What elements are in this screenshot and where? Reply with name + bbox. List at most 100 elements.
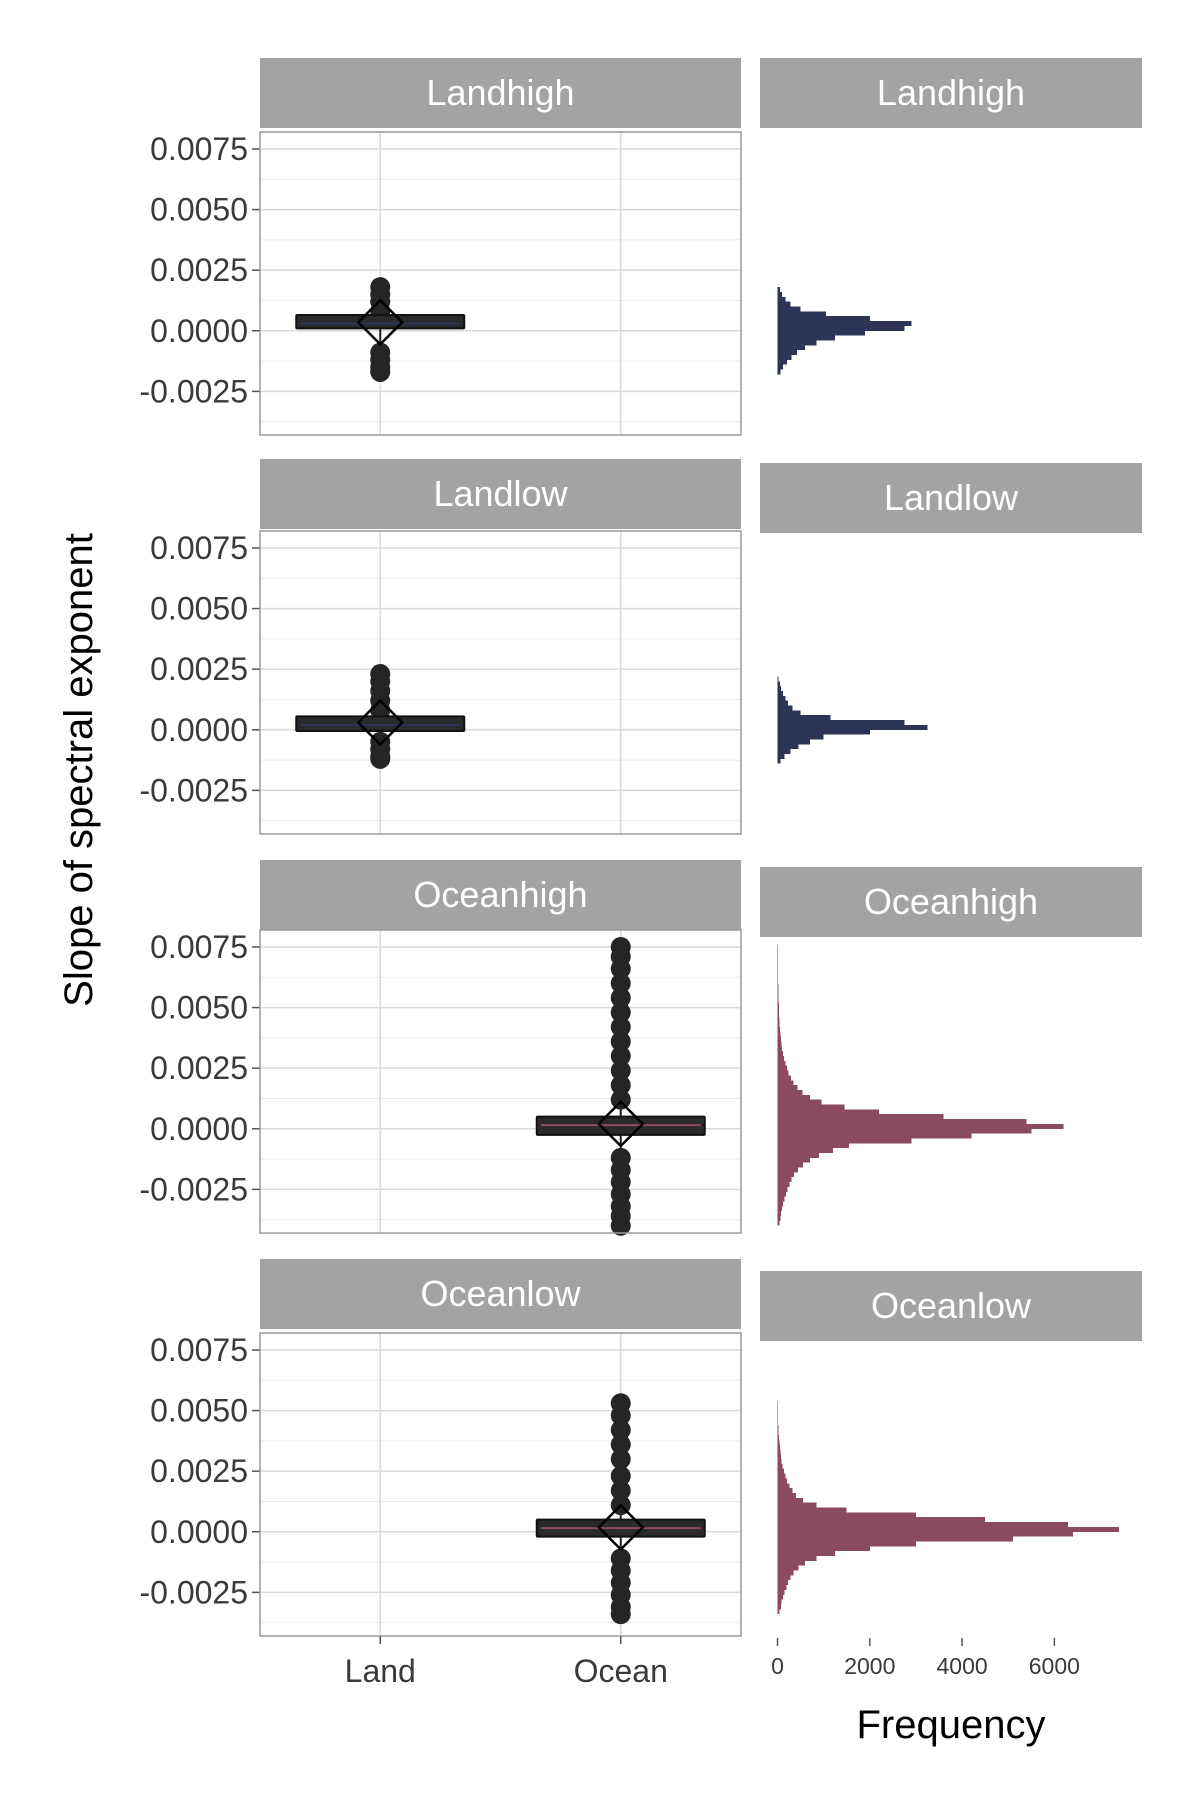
strip-label-left: Landlow — [433, 473, 568, 514]
boxplot-panel-background — [260, 132, 741, 435]
x-category-label: Ocean — [574, 1653, 668, 1689]
boxplot-panel-background — [260, 930, 741, 1233]
outlier-point — [370, 277, 391, 298]
histogram-bar — [777, 1546, 870, 1552]
histogram-bar — [777, 1220, 780, 1226]
histogram-bar — [777, 1148, 833, 1154]
histogram-bar — [777, 355, 792, 360]
y-tick-label: 0.0000 — [150, 313, 248, 349]
histogram-bar — [777, 963, 779, 969]
histogram-bar — [777, 1109, 880, 1115]
histogram-bar — [777, 686, 782, 691]
histogram-bar — [777, 710, 801, 716]
histogram-bar — [777, 954, 779, 960]
strip-background-right — [760, 58, 1142, 128]
histogram-bar — [777, 1201, 784, 1207]
histogram-bar — [777, 1186, 788, 1192]
histogram-bar — [777, 978, 779, 984]
outlier-point — [610, 1466, 631, 1487]
histogram-bar — [777, 1429, 779, 1435]
y-tick-label: 0.0050 — [150, 192, 248, 228]
histogram-bar — [777, 997, 779, 1003]
histogram-bar — [777, 1080, 794, 1086]
histogram-bar — [777, 1565, 799, 1571]
outlier-point — [610, 1393, 631, 1414]
histogram-bar — [777, 734, 824, 740]
histogram-bar — [777, 1400, 779, 1406]
histogram-bar — [777, 296, 786, 302]
histogram-bar — [777, 1604, 781, 1610]
axes-layer: 0.0075 0.0050 0.0025 0.0000 -0.0025 0.0075 0.0… — [139, 131, 1079, 1689]
histogram-bar — [777, 369, 781, 375]
histogram-bar — [777, 1182, 790, 1187]
histogram-bar — [777, 364, 784, 370]
frequency-tick-label: 4000 — [936, 1653, 987, 1679]
mean-diamond-marker — [596, 1100, 645, 1148]
outlier-point — [610, 1089, 631, 1110]
histogram-bar — [777, 729, 870, 735]
boxplot-panel-border — [259, 1332, 742, 1637]
outlier-point — [610, 987, 631, 1008]
histogram-bar — [777, 1002, 779, 1008]
strip-label-right: Oceanhigh — [864, 881, 1038, 922]
outlier-point — [370, 748, 391, 769]
histogram-bar — [777, 340, 817, 346]
histogram-bar — [777, 983, 779, 989]
histogram-bar — [777, 1094, 810, 1100]
histogram-bar — [777, 301, 791, 307]
histogram-bar — [777, 1133, 972, 1139]
histogram-bar — [777, 1099, 822, 1105]
histogram-bar — [777, 1468, 784, 1474]
histogram-bar — [777, 1541, 916, 1547]
outlier-point — [610, 1002, 631, 1023]
strip-background-left — [260, 58, 741, 128]
y-tick-label: 0.0000 — [150, 1111, 248, 1147]
histogram-bar — [777, 1517, 986, 1523]
histogram-bar — [777, 681, 780, 687]
histogram-bar — [777, 1075, 791, 1081]
outlier-point — [610, 1434, 631, 1455]
outlier-point — [610, 1075, 631, 1096]
histogram-bar — [777, 1560, 806, 1566]
histogram-bar — [777, 1492, 796, 1498]
histogram-bar — [777, 749, 791, 755]
histogram-bar — [777, 1191, 786, 1197]
histogram-bar — [777, 1026, 780, 1032]
histogram-bar — [777, 1439, 780, 1445]
histogram-bar — [777, 676, 779, 682]
histogram-bar — [777, 1507, 847, 1513]
histogram-bar — [777, 1143, 850, 1149]
y-tick-label: 0.0050 — [150, 591, 248, 627]
histogram-bar — [777, 1162, 803, 1168]
histogram-bar — [777, 1589, 785, 1595]
histogram-bar — [777, 1556, 817, 1561]
strip-background-left — [260, 459, 741, 529]
histogram-bar — [777, 1488, 793, 1493]
strip-label-left: Oceanlow — [420, 1273, 581, 1314]
histogram-bar — [777, 1463, 783, 1469]
strip-background-left — [260, 860, 741, 930]
histogram-bar — [777, 1410, 779, 1416]
histogram-bar — [777, 1420, 779, 1426]
mean-diamond-marker — [356, 698, 405, 747]
histogram-bar — [777, 690, 784, 696]
outlier-point — [370, 664, 391, 685]
histogram-bar — [777, 968, 779, 974]
histogram-bar — [777, 1575, 791, 1581]
histogram-bar — [777, 1206, 783, 1212]
outlier-point — [610, 1016, 631, 1037]
histogram-bar — [777, 1022, 780, 1027]
histogram-bar — [777, 1405, 779, 1411]
outlier-point — [610, 1419, 631, 1440]
histogram-bar — [777, 1060, 786, 1066]
histogram-bar — [777, 1415, 779, 1421]
histogram-bar — [777, 321, 912, 326]
histogram-bar — [777, 325, 905, 331]
frequency-tick-label: 0 — [771, 1653, 784, 1679]
histogram-bar — [777, 949, 779, 955]
histogram-bar — [777, 1434, 780, 1440]
frequency-tick-label: 6000 — [1029, 1653, 1080, 1679]
histogram-bar — [777, 350, 797, 356]
grid-layer — [260, 132, 741, 1636]
histogram-bar — [777, 316, 870, 322]
